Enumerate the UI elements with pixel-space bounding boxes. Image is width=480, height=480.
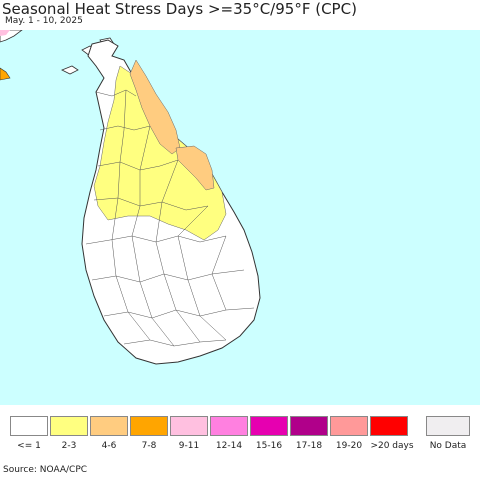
legend-swatch-4-6 xyxy=(90,416,128,436)
legend: <= 1 2-3 4-6 7-8 9-11 12-14 15-16 17-18 … xyxy=(10,416,472,456)
legend-swatch-15-16 xyxy=(250,416,288,436)
legend-swatch-12-14 xyxy=(210,416,248,436)
legend-label: 15-16 xyxy=(255,441,283,451)
legend-label: 7-8 xyxy=(141,441,157,451)
legend-swatch-le1 xyxy=(10,416,48,436)
legend-swatch-19-20 xyxy=(330,416,368,436)
legend-label-no-data: No Data xyxy=(429,441,467,451)
legend-label: 12-14 xyxy=(215,441,243,451)
heat-stress-map xyxy=(0,30,480,405)
legend-label: 4-6 xyxy=(101,441,117,451)
map-subtitle: May. 1 - 10, 2025 xyxy=(5,16,83,26)
legend-label: 17-18 xyxy=(295,441,323,451)
legend-label: 9-11 xyxy=(178,441,200,451)
legend-swatch-9-11 xyxy=(170,416,208,436)
legend-label: <= 1 xyxy=(17,441,41,451)
map-title: Seasonal Heat Stress Days >=35°C/95°F (C… xyxy=(2,0,357,18)
heat-region-4-6-north xyxy=(129,59,181,155)
legend-swatch-7-8 xyxy=(130,416,168,436)
legend-swatch-gt20 xyxy=(370,416,408,436)
heat-region-4-6-east xyxy=(175,145,215,191)
district-boundaries xyxy=(85,89,255,347)
legend-swatch-2-3 xyxy=(50,416,88,436)
source-credit: Source: NOAA/CPC xyxy=(3,465,88,475)
legend-label: 2-3 xyxy=(61,441,77,451)
legend-label: 19-20 xyxy=(335,441,363,451)
ocean-area xyxy=(0,30,480,405)
legend-swatch-17-18 xyxy=(290,416,328,436)
legend-swatch-no-data xyxy=(426,416,470,436)
legend-label: >20 days xyxy=(370,441,414,451)
india-heat-2-3-patch xyxy=(0,30,10,36)
india-heat-7-8-patch xyxy=(0,67,11,81)
